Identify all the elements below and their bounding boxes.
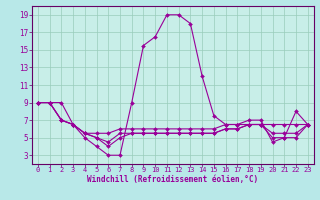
X-axis label: Windchill (Refroidissement éolien,°C): Windchill (Refroidissement éolien,°C) <box>87 175 258 184</box>
